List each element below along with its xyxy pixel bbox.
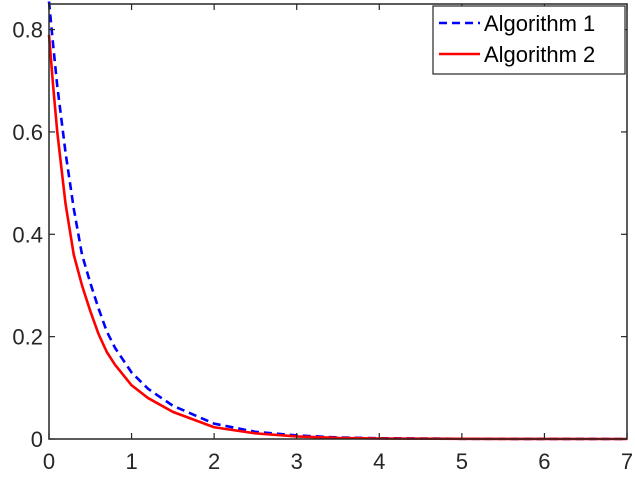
y-tick-label: 0.8 (12, 18, 43, 43)
x-tick-label: 1 (125, 449, 137, 474)
axes-box (48, 3, 628, 440)
series-line-1 (47, 1, 628, 441)
x-tick-label: 7 (621, 449, 633, 474)
x-tick-label: 4 (373, 449, 385, 474)
legend-label-2: Algorithm 2 (484, 42, 595, 67)
axis-ticks: 0 1 2 3 4 5 6 7 0 0.2 0.4 0.6 0.8 (12, 4, 633, 474)
legend-label-1: Algorithm 1 (484, 11, 595, 36)
y-tick-label: 0.2 (12, 325, 43, 350)
plot-area (49, 4, 627, 439)
y-tick-label: 0 (31, 427, 43, 452)
x-tick-label: 5 (456, 449, 468, 474)
y-tick-label: 0.4 (12, 222, 43, 247)
x-tick-label: 2 (208, 449, 220, 474)
x-tick-label: 6 (538, 449, 550, 474)
legend-box (432, 5, 626, 75)
x-tick-label: 3 (291, 449, 303, 474)
x-tick-label: 0 (43, 449, 55, 474)
y-tick-label: 0.6 (12, 120, 43, 145)
legend: Algorithm 1 Algorithm 2 (432, 5, 626, 75)
